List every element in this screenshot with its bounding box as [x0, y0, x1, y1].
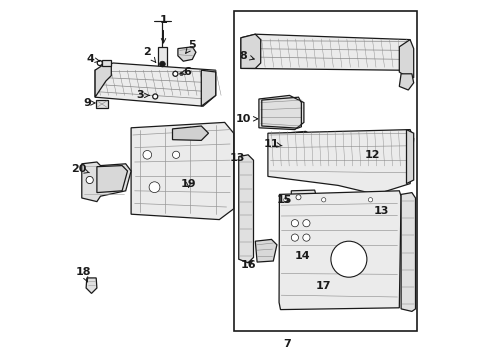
Circle shape — [179, 72, 183, 76]
Polygon shape — [95, 63, 215, 106]
Text: 9: 9 — [83, 98, 95, 108]
Circle shape — [295, 195, 301, 200]
Polygon shape — [102, 60, 110, 66]
Text: 18: 18 — [75, 267, 91, 282]
Text: 10: 10 — [235, 114, 257, 124]
Polygon shape — [258, 95, 303, 130]
Polygon shape — [97, 166, 127, 193]
Circle shape — [159, 61, 165, 67]
Polygon shape — [86, 278, 97, 293]
Circle shape — [172, 71, 178, 76]
Polygon shape — [241, 34, 409, 70]
Circle shape — [302, 220, 309, 227]
Text: 14: 14 — [294, 251, 309, 261]
Text: 12: 12 — [364, 150, 379, 160]
Polygon shape — [291, 190, 316, 204]
Circle shape — [291, 220, 298, 227]
Circle shape — [302, 234, 309, 241]
Polygon shape — [399, 74, 413, 90]
Text: 19: 19 — [181, 179, 196, 189]
Polygon shape — [81, 162, 131, 202]
Circle shape — [283, 198, 287, 202]
Circle shape — [172, 151, 179, 158]
Circle shape — [152, 94, 158, 99]
Text: 5: 5 — [185, 40, 196, 53]
Text: 1: 1 — [159, 15, 167, 43]
Polygon shape — [255, 239, 276, 262]
Text: 8: 8 — [239, 51, 254, 61]
Polygon shape — [95, 63, 111, 97]
Text: 17: 17 — [315, 281, 331, 291]
Polygon shape — [241, 34, 260, 68]
Polygon shape — [158, 47, 167, 81]
Polygon shape — [283, 131, 314, 160]
Circle shape — [330, 241, 366, 277]
Polygon shape — [267, 130, 413, 194]
Circle shape — [321, 198, 325, 202]
Text: 15: 15 — [276, 195, 291, 205]
Text: 20: 20 — [71, 164, 89, 174]
Bar — [234, 11, 416, 331]
Text: 7: 7 — [283, 339, 290, 349]
Polygon shape — [159, 59, 165, 65]
Circle shape — [97, 60, 102, 66]
Polygon shape — [279, 191, 400, 310]
Circle shape — [291, 234, 298, 241]
Polygon shape — [238, 155, 253, 263]
Polygon shape — [201, 70, 215, 106]
Polygon shape — [399, 40, 413, 79]
Polygon shape — [172, 126, 208, 140]
Text: 16: 16 — [240, 260, 255, 270]
Polygon shape — [400, 193, 415, 311]
Text: 11: 11 — [263, 139, 282, 149]
Text: 13: 13 — [229, 153, 244, 163]
Circle shape — [367, 198, 372, 202]
Circle shape — [149, 182, 160, 193]
Polygon shape — [96, 100, 107, 108]
Text: 6: 6 — [180, 67, 190, 77]
Text: 2: 2 — [143, 47, 156, 62]
Circle shape — [142, 150, 151, 159]
Circle shape — [86, 176, 93, 184]
Text: 4: 4 — [86, 54, 100, 64]
Polygon shape — [131, 122, 233, 220]
Text: 13: 13 — [373, 206, 388, 216]
Polygon shape — [406, 130, 413, 184]
Text: 3: 3 — [136, 90, 149, 100]
Polygon shape — [178, 47, 196, 61]
